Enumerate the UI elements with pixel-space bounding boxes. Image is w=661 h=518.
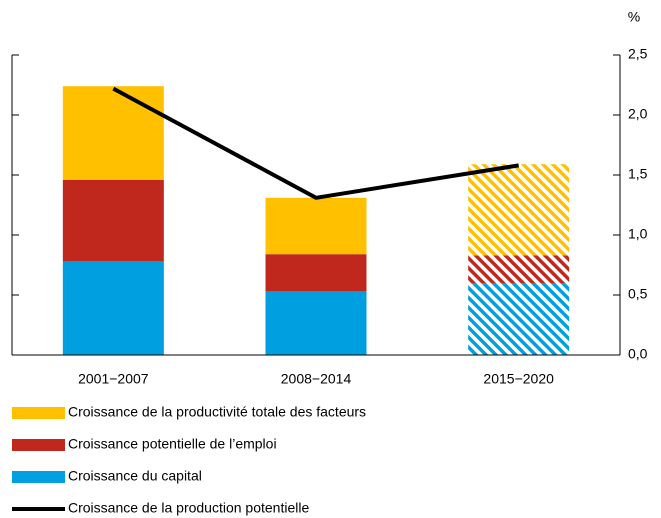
legend-label: Croissance de la productivité totale des… (68, 404, 366, 420)
unit-label: % (628, 9, 640, 25)
bar-segment (62, 261, 164, 355)
x-tick-label: 2008−2014 (281, 371, 352, 387)
legend-label: Croissance potentielle de l’emploi (68, 436, 277, 452)
legend-label: Croissance de la production potentielle (68, 500, 309, 516)
legend-label: Croissance du capital (68, 468, 202, 484)
y-tick-label: 2,5 (628, 46, 648, 62)
legend-swatch (12, 471, 65, 483)
bar-segment (468, 164, 570, 256)
bar-segment (265, 291, 367, 355)
y-tick-label: 0,5 (628, 286, 648, 302)
bar-segment (62, 86, 164, 180)
bar-segment (468, 255, 570, 283)
bar-segment (265, 254, 367, 292)
y-tick-label: 0,0 (628, 346, 648, 362)
y-tick-label: 1,5 (628, 166, 648, 182)
bar-segment (62, 179, 164, 262)
bar-segment (265, 197, 367, 255)
legend-swatch (12, 439, 65, 451)
line (112, 86, 519, 200)
x-tick-label: 2015−2020 (483, 371, 554, 387)
legend-swatch (12, 407, 65, 419)
y-tick-label: 2,0 (628, 106, 648, 122)
y-tick-label: 1,0 (628, 226, 648, 242)
x-tick-label: 2001−2007 (78, 371, 149, 387)
bar-segment (468, 283, 570, 355)
